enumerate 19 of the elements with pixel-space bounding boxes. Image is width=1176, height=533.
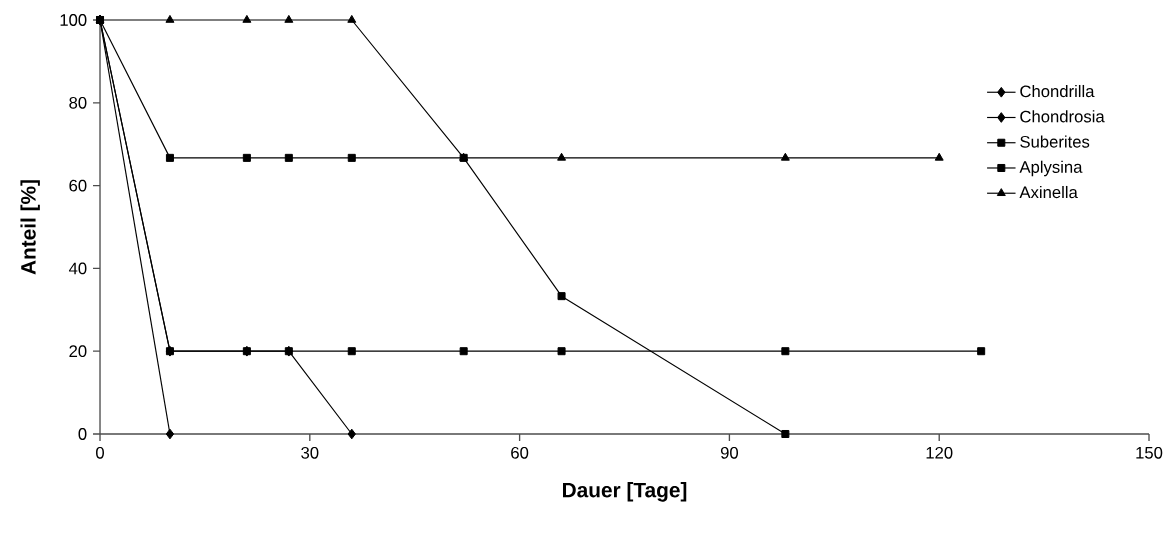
y-tick-label: 60 xyxy=(69,179,87,192)
x-tick-label: 0 xyxy=(96,446,104,459)
x-tick-label: 90 xyxy=(720,446,739,459)
legend-label: Chondrosia xyxy=(1020,110,1105,123)
legend-label: Suberites xyxy=(1020,135,1090,148)
x-tick-label: 60 xyxy=(511,446,529,459)
x-tick-label: 120 xyxy=(926,446,953,459)
x-tick-label: 150 xyxy=(1136,446,1163,459)
x-tick-label: 30 xyxy=(301,446,319,459)
y-tick-label: 40 xyxy=(68,262,87,275)
x-axis-title: Dauer [Tage] xyxy=(563,482,687,502)
legend-label: Axinella xyxy=(1019,185,1078,199)
y-axis-title: Anteil [%] xyxy=(20,180,40,275)
legend-label: Aplysina xyxy=(1019,160,1083,177)
y-tick-label: 0 xyxy=(78,428,87,440)
y-tick-label: 80 xyxy=(69,96,87,109)
y-tick-label: 100 xyxy=(60,14,87,26)
y-tick-label: 20 xyxy=(69,345,87,358)
legend-label: Chondrilla xyxy=(1020,84,1095,98)
